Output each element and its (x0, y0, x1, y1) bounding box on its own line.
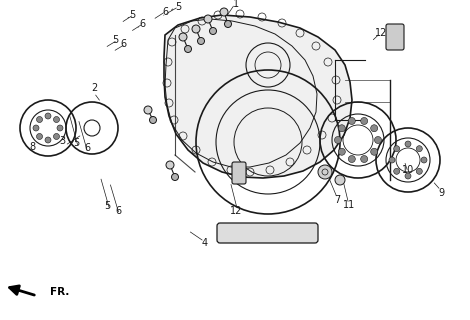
Circle shape (360, 117, 368, 124)
Circle shape (185, 45, 191, 52)
Circle shape (179, 33, 187, 41)
Circle shape (37, 116, 42, 123)
Text: 6: 6 (139, 19, 145, 29)
Circle shape (192, 25, 200, 33)
Circle shape (394, 146, 399, 152)
Circle shape (338, 148, 345, 155)
Polygon shape (164, 15, 352, 178)
Circle shape (389, 157, 395, 163)
Text: 9: 9 (439, 188, 445, 198)
Circle shape (33, 125, 39, 131)
Text: 5: 5 (175, 2, 182, 12)
Text: 5: 5 (104, 201, 110, 212)
Text: FR.: FR. (50, 287, 70, 297)
Circle shape (335, 137, 342, 143)
Text: 6: 6 (84, 143, 90, 153)
Text: 5: 5 (112, 35, 118, 45)
Text: 3: 3 (59, 136, 65, 147)
Circle shape (220, 8, 228, 16)
Circle shape (335, 175, 345, 185)
Circle shape (149, 116, 157, 124)
Text: 8: 8 (29, 141, 35, 152)
Circle shape (37, 133, 42, 140)
FancyBboxPatch shape (217, 223, 318, 243)
Circle shape (360, 156, 368, 163)
Circle shape (54, 133, 60, 140)
Text: 10: 10 (402, 165, 414, 175)
Circle shape (421, 157, 427, 163)
Circle shape (204, 15, 212, 23)
Circle shape (348, 117, 355, 124)
Circle shape (197, 37, 204, 44)
Circle shape (416, 168, 423, 174)
FancyBboxPatch shape (386, 24, 404, 50)
Text: 1: 1 (233, 0, 239, 9)
Circle shape (225, 20, 232, 28)
Circle shape (45, 137, 51, 143)
Text: 2: 2 (91, 83, 97, 93)
Text: 12: 12 (375, 28, 387, 38)
Text: 4: 4 (201, 238, 208, 248)
Circle shape (405, 141, 411, 147)
Text: 6: 6 (162, 7, 169, 17)
Circle shape (210, 28, 217, 35)
Circle shape (405, 173, 411, 179)
Circle shape (54, 116, 60, 123)
FancyBboxPatch shape (232, 162, 246, 184)
Text: 5: 5 (129, 10, 136, 20)
Circle shape (166, 161, 174, 169)
Text: 11: 11 (343, 200, 355, 211)
Circle shape (172, 173, 179, 180)
Circle shape (348, 156, 355, 163)
Circle shape (45, 113, 51, 119)
Circle shape (371, 125, 378, 132)
Circle shape (57, 125, 63, 131)
Text: 6: 6 (120, 39, 126, 49)
Text: 7: 7 (334, 195, 341, 205)
Circle shape (318, 165, 332, 179)
Circle shape (394, 168, 399, 174)
Circle shape (338, 125, 345, 132)
Circle shape (144, 106, 152, 114)
Text: 5: 5 (73, 138, 79, 148)
Circle shape (416, 146, 423, 152)
Text: 6: 6 (115, 206, 122, 216)
Circle shape (375, 137, 382, 143)
Circle shape (371, 148, 378, 155)
Text: 12: 12 (230, 205, 242, 216)
